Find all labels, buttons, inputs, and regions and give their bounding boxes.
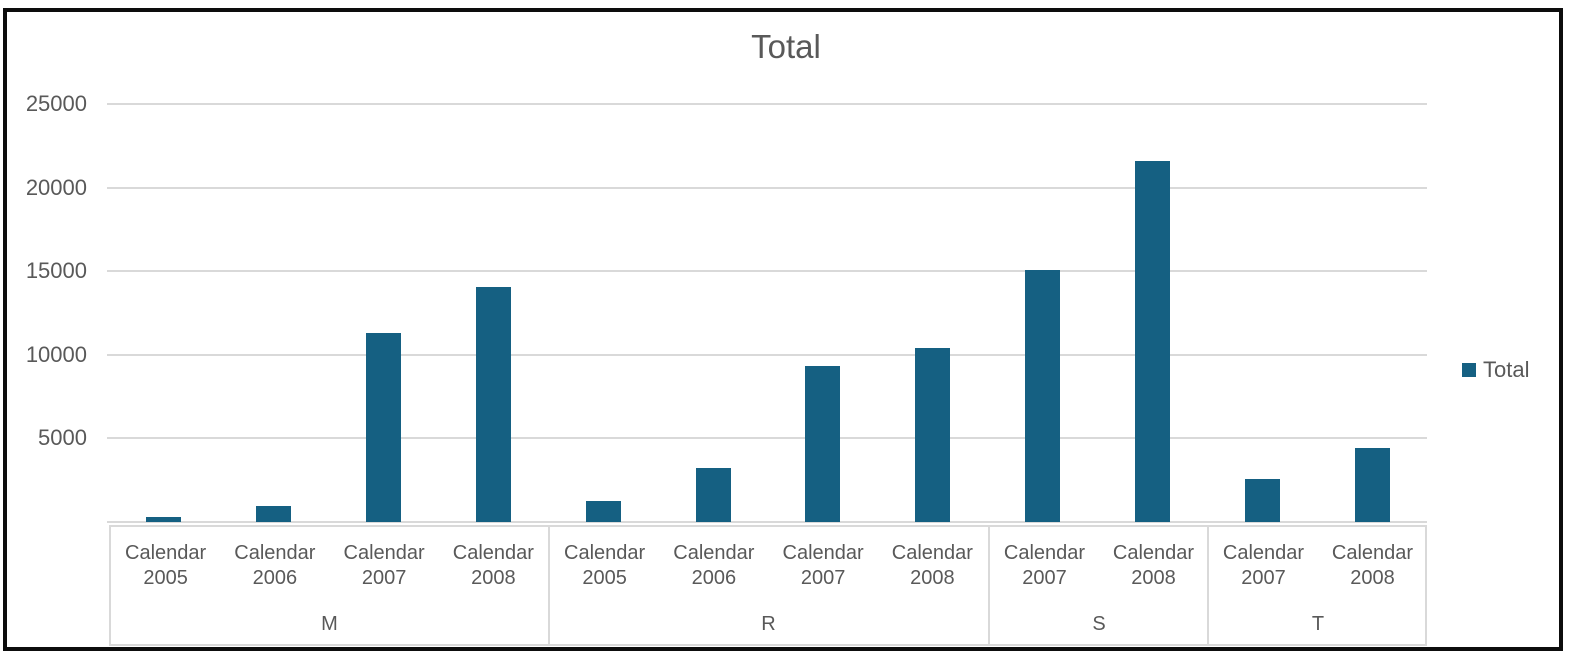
y-tick-label-25000: 25000 bbox=[25, 91, 87, 116]
x-group-label-R: R bbox=[761, 613, 776, 635]
x-axis-line bbox=[107, 521, 1427, 523]
bar-T-Calendar-2007 bbox=[1245, 479, 1280, 522]
gridline-25000 bbox=[107, 103, 1427, 105]
x-category-label-line2: 2006 bbox=[691, 567, 737, 589]
x-category-label-line2: 2005 bbox=[143, 567, 188, 589]
x-category-label-line1: Calendar bbox=[452, 542, 534, 564]
y-tick-label-5000: 5000 bbox=[38, 425, 87, 451]
x-category-label-line1: Calendar bbox=[782, 542, 864, 564]
bar-S-Calendar-2007 bbox=[1025, 270, 1060, 522]
bar-M-Calendar-2005 bbox=[146, 517, 181, 522]
x-axis-group-T: Calendar 2007 Calendar 2008 T bbox=[1207, 527, 1427, 644]
x-category-label-line1: Calendar bbox=[673, 542, 755, 564]
x-category-label: Calendar 2008 bbox=[1099, 541, 1208, 591]
x-axis-category-row: Calendar 2007 Calendar 2008 bbox=[990, 541, 1208, 591]
x-axis-group-S: Calendar 2007 Calendar 2008 S bbox=[988, 527, 1208, 644]
x-category-label-line1: Calendar bbox=[1112, 542, 1195, 564]
legend-marker-total bbox=[1462, 363, 1476, 377]
x-category-label-line2: 2007 bbox=[1022, 567, 1067, 589]
legend-label-total: Total bbox=[1483, 357, 1530, 382]
x-category-label-line1: Calendar bbox=[564, 542, 646, 564]
bar-R-Calendar-2008 bbox=[915, 348, 950, 522]
y-tick-label-10000: 10000 bbox=[25, 341, 87, 367]
x-axis-category-row: Calendar 2007 Calendar 2008 bbox=[1209, 541, 1427, 591]
gridline-10000 bbox=[107, 353, 1427, 356]
x-category-label: Calendar 2005 bbox=[111, 541, 220, 591]
bar-R-Calendar-2005 bbox=[586, 501, 621, 522]
legend: Total bbox=[1462, 356, 1529, 384]
x-axis: Calendar 2005 Calendar 2006 Calendar 2007 Cale… bbox=[109, 525, 1427, 646]
x-category-label-line2: 2005 bbox=[582, 567, 627, 589]
x-category-label-line2: 2006 bbox=[252, 567, 298, 589]
bar-M-Calendar-2008 bbox=[476, 287, 511, 522]
x-category-label: Calendar 2007 bbox=[769, 541, 878, 591]
x-category-label-line1: Calendar bbox=[343, 542, 425, 564]
x-group-label-M: M bbox=[321, 613, 338, 635]
y-tick-label-20000: 20000 bbox=[25, 174, 87, 200]
x-category-label-line1: Calendar bbox=[125, 542, 207, 564]
bar-M-Calendar-2007 bbox=[366, 333, 401, 522]
x-category-label-line2: 2008 bbox=[471, 567, 516, 589]
x-category-label-line2: 2007 bbox=[361, 567, 407, 589]
gridline-5000 bbox=[107, 437, 1427, 440]
x-category-label: Calendar 2007 bbox=[1209, 541, 1318, 591]
bar-R-Calendar-2007 bbox=[805, 366, 840, 522]
x-category-label: Calendar 2006 bbox=[220, 541, 329, 591]
x-axis-category-row: Calendar 2005 Calendar 2006 Calendar 2007 Cale… bbox=[111, 541, 548, 591]
x-axis-group-M: Calendar 2005 Calendar 2006 Calendar 2007 Cale… bbox=[109, 527, 548, 644]
x-category-label: Calendar 2006 bbox=[659, 541, 768, 591]
x-group-label-S: S bbox=[1092, 613, 1106, 635]
x-category-label: Calendar 2007 bbox=[990, 541, 1099, 591]
x-category-label: Calendar 2008 bbox=[1318, 541, 1427, 591]
x-category-label: Calendar 2008 bbox=[439, 541, 548, 591]
bar-S-Calendar-2008 bbox=[1135, 161, 1170, 522]
x-category-label-line1: Calendar bbox=[1222, 542, 1305, 564]
x-category-label-line2: 2007 bbox=[800, 567, 846, 589]
y-tick-label-15000: 15000 bbox=[25, 258, 87, 284]
gridline-20000 bbox=[107, 186, 1427, 189]
x-axis-group-R: Calendar 2005 Calendar 2006 Calendar 2007 Cale… bbox=[548, 527, 987, 644]
x-category-label-line1: Calendar bbox=[1331, 542, 1414, 564]
x-axis-category-row: Calendar 2005 Calendar 2006 Calendar 2007 Cale… bbox=[550, 541, 987, 591]
x-category-label-line1: Calendar bbox=[891, 542, 973, 564]
x-category-label: Calendar 2007 bbox=[330, 541, 439, 591]
bar-T-Calendar-2008 bbox=[1355, 448, 1390, 522]
x-category-label: Calendar 2005 bbox=[550, 541, 659, 591]
chart-title: Total bbox=[751, 28, 821, 65]
x-category-label-line2: 2008 bbox=[1350, 567, 1395, 589]
bar-M-Calendar-2006 bbox=[256, 506, 291, 522]
x-category-label-line2: 2007 bbox=[1241, 567, 1286, 589]
x-category-label-line2: 2008 bbox=[1131, 567, 1176, 589]
bar-R-Calendar-2006 bbox=[696, 468, 731, 522]
x-category-label-line1: Calendar bbox=[1003, 542, 1086, 564]
x-category-label-line2: 2008 bbox=[910, 567, 955, 589]
gridline-15000 bbox=[107, 270, 1427, 273]
chart-frame bbox=[3, 8, 1563, 651]
x-group-label-T: T bbox=[1311, 613, 1325, 635]
x-category-label: Calendar 2008 bbox=[878, 541, 987, 591]
x-category-label-line1: Calendar bbox=[234, 542, 316, 564]
